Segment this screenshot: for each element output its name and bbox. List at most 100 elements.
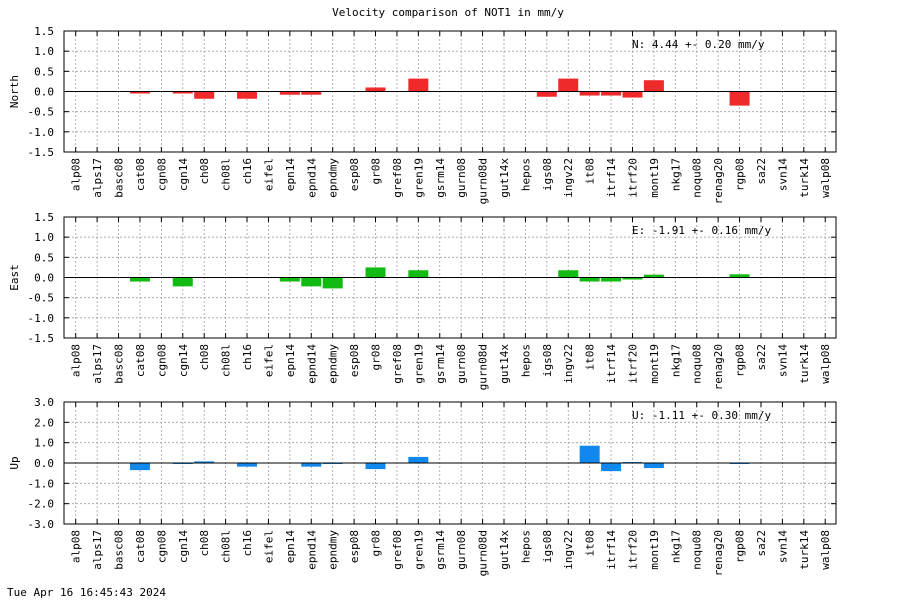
category-label: gut14x [498, 344, 511, 384]
y-tick-label: 1.5 [34, 211, 54, 224]
bar-east-it08 [579, 277, 600, 282]
category-label: itrf20 [626, 344, 639, 384]
chart-title: Velocity comparison of NOT1 in mm/y [332, 6, 564, 19]
category-label: noqu08 [691, 158, 704, 198]
category-label: gut14x [498, 530, 511, 570]
stat-annotation: E: -1.91 +- 0.16 mm/y [632, 224, 771, 237]
category-label: cgn08 [155, 530, 168, 563]
category-label: esp08 [348, 158, 361, 191]
y-tick-label: 0.5 [34, 65, 54, 78]
category-label: alps17 [91, 344, 104, 384]
category-label: renag20 [712, 158, 725, 204]
category-label: epn14 [284, 344, 297, 377]
category-label: ch16 [241, 158, 254, 185]
category-label: gsrm14 [434, 158, 447, 198]
category-label: noqu08 [691, 344, 704, 384]
category-label: cat08 [134, 530, 147, 563]
bar-east-mont19 [643, 274, 664, 278]
category-label: rgp08 [734, 344, 747, 377]
bar-up-ch16 [237, 463, 258, 467]
category-label: ch16 [241, 530, 254, 557]
bar-east-ingv22 [558, 270, 579, 278]
bar-east-epnd14 [301, 277, 322, 287]
bar-north-ingv22 [558, 78, 579, 92]
panel-up: 3.0 2.0 1.0 0.0 -1.0 -2.0 -3.0 alp08 alps17 basc0… [8, 396, 837, 576]
bar-east-gr08 [365, 267, 386, 278]
category-label: cgn14 [177, 344, 190, 377]
category-label: cat08 [134, 344, 147, 377]
bar-up-itrf14 [601, 463, 622, 472]
bar-north-ch16 [237, 91, 258, 99]
bar-up-gren19 [408, 456, 429, 463]
y-tick-label: 0.0 [34, 457, 54, 470]
bar-north-itrf14 [601, 91, 622, 96]
y-axis-label: East [8, 264, 21, 291]
category-label: basc08 [113, 344, 126, 384]
category-label: ingv22 [562, 158, 575, 198]
y-tick-label: 2.0 [34, 416, 54, 429]
category-label: ch08 [198, 530, 211, 557]
bar-north-ch08 [194, 91, 215, 99]
category-label: svn14 [776, 158, 789, 191]
category-label: eifel [262, 530, 275, 563]
y-tick-label: -1.0 [28, 312, 55, 325]
category-label: gr08 [370, 344, 383, 371]
category-label: gurn08 [455, 158, 468, 198]
bar-north-cat08 [129, 91, 150, 94]
category-label: alp08 [70, 344, 83, 377]
category-label: gsrm14 [434, 530, 447, 570]
category-label: basc08 [113, 158, 126, 198]
category-label: esp08 [348, 530, 361, 563]
category-label: ch16 [241, 344, 254, 371]
bar-east-cgn14 [172, 277, 193, 287]
category-label: ch08 [198, 344, 211, 371]
bar-north-epnd14 [301, 91, 322, 95]
category-label: hepos [519, 344, 532, 377]
bar-north-cgn14 [172, 91, 193, 94]
bar-north-igs08 [536, 91, 557, 97]
bar-up-epndmy [322, 463, 343, 465]
category-label: gr08 [370, 158, 383, 185]
category-label: esp08 [348, 344, 361, 377]
y-tick-label: 0.5 [34, 251, 54, 264]
plot-frame [63, 216, 837, 339]
category-label: sa22 [755, 344, 768, 371]
category-label: epndmy [327, 158, 340, 198]
category-label: epndmy [327, 344, 340, 384]
stat-annotation: U: -1.11 +- 0.30 mm/y [632, 409, 771, 422]
category-label: gren19 [412, 344, 425, 384]
category-label: epndmy [327, 530, 340, 570]
category-label: igs08 [541, 158, 554, 191]
bar-east-rgp08 [729, 274, 750, 278]
category-label: hepos [519, 158, 532, 191]
bar-east-gren19 [408, 270, 429, 278]
category-label: eifel [262, 158, 275, 191]
category-label: epn14 [284, 530, 297, 563]
category-label: gref08 [391, 344, 404, 384]
y-tick-label: -2.0 [28, 498, 55, 511]
category-label: walp08 [819, 530, 832, 570]
plot-frame [63, 30, 837, 153]
category-label: epnd14 [305, 344, 318, 384]
bar-up-ch08 [194, 461, 215, 463]
category-label: gren19 [412, 530, 425, 570]
category-label: walp08 [819, 344, 832, 384]
category-label: turk14 [798, 344, 811, 384]
bar-east-itrf20 [622, 277, 643, 280]
y-axis-label: Up [8, 456, 21, 469]
category-label: gurn08d [477, 158, 490, 204]
bar-up-it08 [579, 445, 600, 463]
y-tick-label: 1.5 [34, 25, 54, 38]
category-label: cat08 [134, 158, 147, 191]
category-label: epn14 [284, 158, 297, 191]
category-label: ch08l [220, 344, 233, 377]
category-label: renag20 [712, 344, 725, 390]
category-label: nkg17 [669, 344, 682, 377]
timestamp: Tue Apr 16 16:45:43 2024 [7, 586, 166, 599]
bar-east-epndmy [322, 277, 343, 289]
category-label: gr08 [370, 530, 383, 557]
category-label: igs08 [541, 530, 554, 563]
y-tick-label: 1.0 [34, 231, 54, 244]
category-label: it08 [584, 344, 597, 371]
